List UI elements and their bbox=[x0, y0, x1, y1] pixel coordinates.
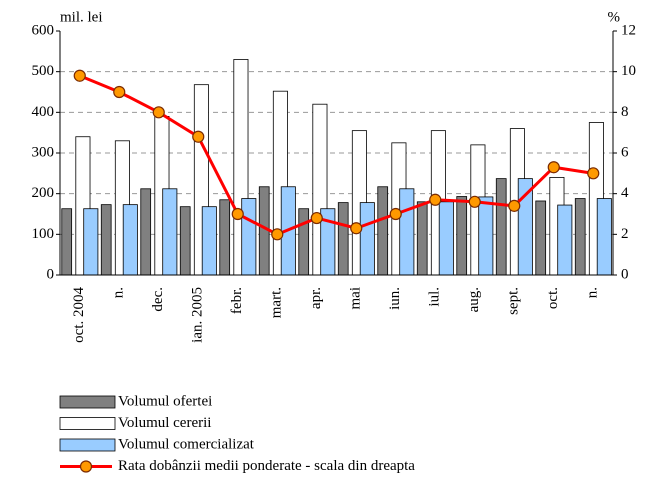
line-marker bbox=[310, 211, 323, 225]
y-tick-label: 600 bbox=[32, 22, 55, 38]
y-tick-label: 500 bbox=[32, 63, 55, 79]
line-marker bbox=[468, 195, 481, 208]
bar bbox=[574, 198, 586, 276]
line bbox=[79, 74, 594, 236]
bar bbox=[478, 196, 494, 276]
x-tick-label: iun. bbox=[387, 287, 403, 310]
x-tick-label: aug. bbox=[466, 287, 482, 312]
bar bbox=[535, 200, 547, 276]
x-tick-label: iul. bbox=[427, 287, 443, 307]
line-marker bbox=[547, 161, 560, 174]
x-tick-label: mai bbox=[348, 287, 364, 310]
x-tick-label: oct. bbox=[545, 287, 561, 309]
line-marker bbox=[389, 207, 402, 221]
x-tick-label: dec. bbox=[150, 287, 166, 312]
bar bbox=[456, 196, 468, 276]
bar bbox=[83, 208, 99, 276]
x-tick-label: mart. bbox=[269, 287, 285, 318]
x-tick-label: n. bbox=[111, 287, 127, 298]
legend-marker bbox=[79, 460, 93, 473]
y2-tick-label: 6 bbox=[621, 144, 629, 160]
bar bbox=[416, 201, 428, 276]
legend-swatch bbox=[59, 438, 116, 452]
bar bbox=[337, 202, 349, 276]
y-tick-label: 100 bbox=[32, 226, 55, 242]
y2-tick-label: 10 bbox=[621, 63, 636, 79]
x-tick-label: n. bbox=[585, 287, 601, 298]
line-marker bbox=[587, 167, 600, 180]
legend-label: Volumul cererii bbox=[118, 415, 211, 431]
y2-tick-label: 4 bbox=[621, 185, 629, 201]
bar bbox=[162, 188, 178, 276]
line-marker bbox=[429, 193, 442, 206]
line-marker bbox=[508, 199, 521, 212]
bar bbox=[377, 186, 389, 276]
bar bbox=[140, 188, 152, 276]
y2-axis-label: % bbox=[608, 9, 621, 25]
bar bbox=[241, 198, 257, 276]
legend-swatch bbox=[59, 395, 116, 409]
bar bbox=[219, 199, 231, 276]
bar bbox=[359, 202, 375, 276]
bar bbox=[61, 208, 73, 276]
x-tick-label: ian. 2005 bbox=[190, 287, 206, 343]
line-marker bbox=[192, 130, 205, 143]
bar bbox=[298, 208, 310, 276]
y-tick-label: 200 bbox=[32, 185, 55, 201]
bar bbox=[596, 198, 612, 276]
y2-tick-label: 0 bbox=[621, 266, 629, 282]
legend-label: Volumul comercializat bbox=[118, 436, 255, 452]
y2-tick-label: 8 bbox=[621, 104, 629, 120]
y2-tick-label: 12 bbox=[621, 22, 636, 38]
bar bbox=[179, 206, 191, 276]
line-marker bbox=[271, 228, 284, 241]
legend-label: Volumul ofertei bbox=[118, 393, 212, 409]
line-marker bbox=[73, 69, 86, 82]
bar bbox=[495, 178, 507, 276]
y-tick-label: 400 bbox=[32, 104, 55, 120]
line-marker bbox=[152, 106, 165, 119]
y-tick-label: 300 bbox=[32, 144, 55, 160]
y-tick-label: 0 bbox=[47, 266, 55, 282]
bar bbox=[201, 206, 217, 276]
x-tick-label: oct. 2004 bbox=[71, 287, 87, 343]
bar bbox=[122, 204, 138, 276]
bar bbox=[557, 204, 573, 276]
line-marker bbox=[350, 222, 363, 235]
x-tick-label: febr. bbox=[229, 287, 245, 314]
bar bbox=[399, 188, 415, 276]
y2-tick-label: 2 bbox=[621, 226, 629, 242]
line-marker bbox=[231, 207, 244, 221]
x-tick-label: apr. bbox=[308, 287, 324, 309]
legend-swatch bbox=[59, 417, 116, 430]
x-tick-label: sept. bbox=[506, 287, 522, 315]
bar bbox=[100, 204, 112, 276]
y-axis-label: mil. lei bbox=[60, 9, 103, 25]
bar bbox=[438, 201, 454, 276]
line-marker bbox=[113, 85, 126, 99]
legend-label: Rata dobânzii medii ponderate - scala di… bbox=[118, 458, 415, 474]
